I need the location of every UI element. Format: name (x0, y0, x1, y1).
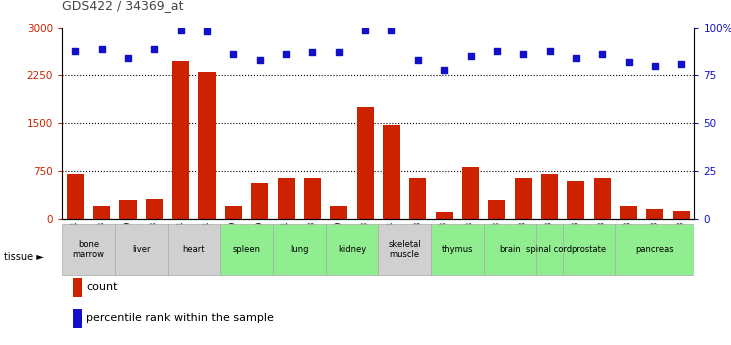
Bar (484, 224, 537, 275)
Text: spinal cord: spinal cord (526, 245, 572, 254)
Point (465, 53, 477, 59)
Bar (199, 72, 216, 219)
Point (359, 27, 371, 32)
Text: heart: heart (183, 245, 205, 254)
Text: percentile rank within the sample: percentile rank within the sample (86, 314, 274, 323)
Bar (620, 206, 637, 219)
Point (96, 46, 107, 51)
Text: thymus: thymus (442, 245, 473, 254)
Bar (594, 178, 611, 219)
Text: skeletal
muscle: skeletal muscle (388, 239, 421, 259)
Point (596, 52, 608, 57)
Bar (431, 224, 484, 275)
Bar (145, 199, 163, 219)
Point (491, 48, 503, 53)
Bar (357, 107, 374, 219)
Point (518, 52, 529, 57)
Bar (462, 167, 479, 219)
Bar (541, 175, 558, 219)
Text: pancreas: pancreas (636, 245, 674, 254)
Bar (304, 178, 321, 219)
Bar (616, 224, 694, 275)
Point (254, 57, 265, 63)
Bar (383, 125, 400, 219)
Bar (273, 224, 325, 275)
Bar (278, 178, 295, 219)
Text: lung: lung (290, 245, 308, 254)
Bar (67, 175, 84, 219)
Bar (567, 181, 585, 219)
Bar (379, 224, 431, 275)
Point (623, 59, 635, 65)
Bar (115, 224, 167, 275)
Point (201, 29, 213, 34)
Point (148, 46, 160, 51)
Point (69, 48, 81, 53)
Text: tissue ►: tissue ► (4, 252, 43, 262)
Text: brain: brain (499, 245, 521, 254)
Bar (172, 61, 189, 219)
Bar (93, 206, 110, 219)
Point (280, 52, 292, 57)
Point (306, 50, 318, 55)
Bar (251, 183, 268, 219)
Point (175, 27, 186, 32)
Bar (167, 224, 220, 275)
Text: prostate: prostate (572, 245, 607, 254)
Bar (563, 224, 616, 275)
Bar (673, 211, 690, 219)
Bar (330, 206, 347, 219)
Bar (225, 206, 242, 219)
Bar (646, 209, 664, 219)
Bar (409, 178, 426, 219)
Text: liver: liver (132, 245, 151, 254)
Point (412, 57, 424, 63)
Point (439, 67, 450, 72)
Point (333, 50, 344, 55)
Point (570, 56, 582, 61)
Bar (537, 224, 563, 275)
Bar (488, 200, 505, 219)
Text: spleen: spleen (232, 245, 260, 254)
Bar (62, 224, 115, 275)
Point (649, 63, 661, 69)
Point (386, 27, 398, 32)
Bar (436, 212, 452, 219)
Text: count: count (86, 283, 118, 292)
Point (675, 61, 687, 67)
Point (122, 56, 134, 61)
Bar (119, 200, 137, 219)
Bar (515, 178, 531, 219)
Point (544, 48, 556, 53)
Text: kidney: kidney (338, 245, 366, 254)
Text: GDS422 / 34369_at: GDS422 / 34369_at (62, 0, 183, 12)
Bar (325, 224, 379, 275)
Point (227, 52, 239, 57)
Text: bone
marrow: bone marrow (72, 239, 105, 259)
Bar (220, 224, 273, 275)
